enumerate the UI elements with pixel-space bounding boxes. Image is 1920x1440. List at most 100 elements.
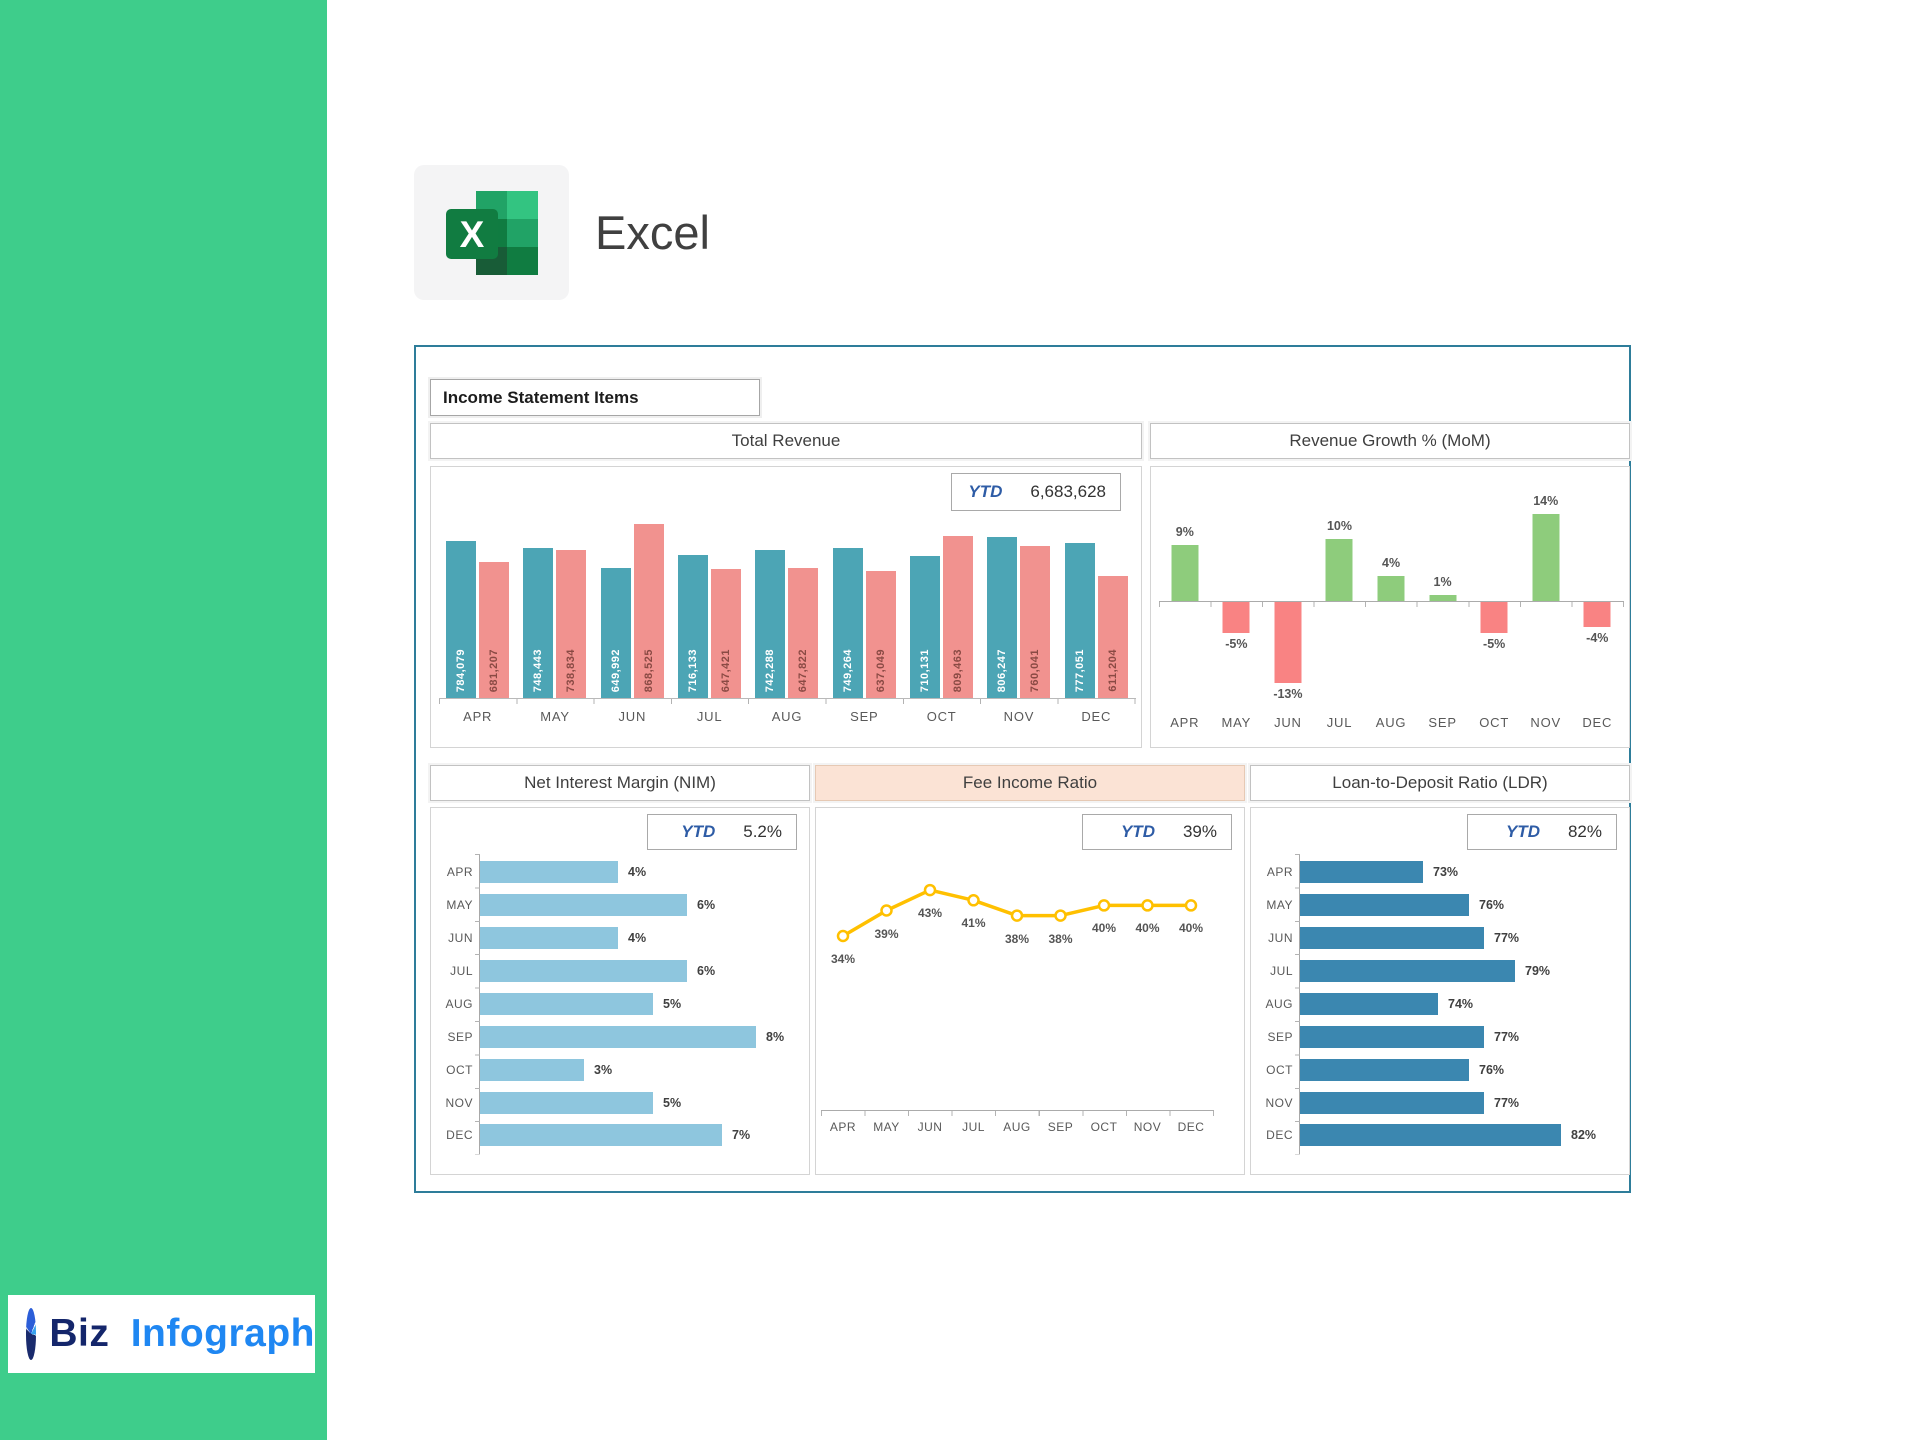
- hbar[interactable]: [1300, 1058, 1469, 1081]
- line-point[interactable]: [880, 904, 893, 917]
- point-value-label: 34%: [830, 952, 856, 966]
- hbar[interactable]: [480, 861, 618, 884]
- growth-bar[interactable]: [1171, 545, 1199, 601]
- line-point[interactable]: [967, 894, 980, 907]
- growth-bar[interactable]: [1532, 514, 1560, 601]
- revenue-bar[interactable]: 647,421: [711, 569, 742, 698]
- hbar[interactable]: [480, 1124, 722, 1147]
- hbar[interactable]: [480, 1058, 584, 1081]
- ytd-value: 6,683,628: [1030, 482, 1106, 501]
- line-point[interactable]: [1141, 899, 1154, 912]
- revenue-bar[interactable]: 681,207: [479, 562, 510, 698]
- revenue-bar[interactable]: 649,992: [600, 568, 631, 698]
- revenue-bar-group: 649,992 868,525: [594, 467, 671, 698]
- line-point[interactable]: [1054, 909, 1067, 922]
- month-label: MAY: [1266, 898, 1293, 913]
- month-label: JUN: [1268, 931, 1293, 946]
- bar-value-label: -5%: [1225, 637, 1248, 651]
- header-revenue-growth[interactable]: Revenue Growth % (MoM): [1150, 423, 1630, 459]
- hbar[interactable]: [480, 992, 653, 1015]
- header-nim[interactable]: Net Interest Margin (NIM): [430, 765, 810, 801]
- revenue-bar[interactable]: 710,131: [910, 556, 941, 698]
- chart-total-revenue[interactable]: YTD 6,683,628 784,079 681,207 748,443 738,8…: [430, 466, 1142, 748]
- month-label: MAY: [1221, 715, 1252, 730]
- chart-ldr[interactable]: YTD 82% APR 73% MAY 76% JUN 77% JUL 79% AUG 74% SE…: [1250, 807, 1630, 1175]
- growth-bar[interactable]: [1480, 602, 1508, 633]
- hbar[interactable]: [1300, 894, 1469, 917]
- excel-icon: X: [445, 190, 538, 275]
- revenue-bar[interactable]: 637,049: [865, 571, 896, 698]
- month-label: NOV: [1265, 1095, 1293, 1110]
- hbar[interactable]: [480, 960, 687, 983]
- revenue-bar[interactable]: 784,079: [446, 541, 477, 698]
- chart-nim[interactable]: YTD 5.2% APR 4% MAY 6% JUN 4% JUL 6% AUG 5% SEP 8% O…: [430, 807, 810, 1175]
- growth-column: 1%: [1417, 467, 1469, 749]
- bar-value-label: 4%: [1381, 556, 1401, 570]
- revenue-bar-group: 784,079 681,207: [439, 467, 516, 698]
- revenue-bar[interactable]: 716,133: [678, 555, 709, 698]
- bar-value-label: 6%: [697, 964, 716, 979]
- revenue-bar[interactable]: 806,247: [987, 537, 1018, 698]
- chart-revenue-growth[interactable]: 9% -5% -13% 10% 4% 1% -5% 14% -4% APR MAY JUN JUL AU…: [1150, 466, 1630, 748]
- dashboard: Income Statement Items Total Revenue Rev…: [414, 345, 1631, 1193]
- bar-value-label: 77%: [1494, 1029, 1520, 1044]
- month-label: JUL: [962, 1120, 985, 1134]
- hbar[interactable]: [1300, 1091, 1484, 1114]
- revenue-bar[interactable]: 760,041: [1020, 546, 1051, 698]
- month-label: SEP: [850, 709, 879, 724]
- hbar[interactable]: [1300, 960, 1515, 983]
- ldr-rows: APR 73% MAY 76% JUN 77% JUL 79% AUG 74% SEP 77% OCT 7…: [1251, 856, 1623, 1152]
- growth-bar[interactable]: [1274, 602, 1302, 683]
- bar-value-label: -13%: [1273, 687, 1303, 701]
- hbar[interactable]: [1300, 1124, 1561, 1147]
- hbar[interactable]: [1300, 861, 1423, 884]
- month-label: NOV: [1530, 715, 1561, 730]
- header-ldr[interactable]: Loan-to-Deposit Ratio (LDR): [1250, 765, 1630, 801]
- bar-value-label: 1%: [1433, 575, 1452, 589]
- bar-value-label: 8%: [766, 1029, 785, 1044]
- header-fee-income-ratio[interactable]: Fee Income Ratio: [815, 765, 1245, 801]
- month-label: APR: [1170, 715, 1200, 730]
- point-value-label: 41%: [961, 916, 986, 931]
- line-point[interactable]: [1097, 899, 1111, 912]
- revenue-bar[interactable]: 777,051: [1064, 543, 1095, 698]
- hbar[interactable]: [1300, 1025, 1484, 1048]
- revenue-bar[interactable]: 748,443: [523, 548, 554, 698]
- hbar-row: SEP 77%: [1251, 1025, 1623, 1049]
- sidebar-green-band: [0, 0, 327, 1440]
- month-label: AUG: [445, 996, 473, 1011]
- fee-axis: [821, 1110, 1214, 1111]
- hbar-row: JUN 77%: [1251, 926, 1623, 950]
- hbar[interactable]: [480, 1025, 756, 1048]
- hbar[interactable]: [480, 927, 618, 950]
- revenue-bar[interactable]: 868,525: [633, 524, 664, 698]
- growth-bar[interactable]: [1429, 595, 1457, 601]
- line-point[interactable]: [923, 883, 937, 897]
- revenue-bar[interactable]: 742,288: [755, 550, 786, 698]
- line-point[interactable]: [1184, 899, 1198, 912]
- revenue-bar[interactable]: 611,204: [1097, 576, 1128, 698]
- line-point[interactable]: [836, 929, 850, 943]
- growth-bar[interactable]: [1325, 539, 1353, 601]
- growth-bar[interactable]: [1377, 576, 1405, 601]
- nim-axis-ticks: [475, 854, 480, 1155]
- chart-fee-income-ratio[interactable]: YTD 39% 34% 39% 43% 41% 38% 38% 40% 40% 40% APR M…: [815, 807, 1245, 1175]
- revenue-bar[interactable]: 647,822: [788, 568, 819, 698]
- line-point[interactable]: [1010, 909, 1024, 922]
- revenue-bar[interactable]: 738,834: [556, 550, 587, 698]
- month-label: APR: [446, 865, 473, 880]
- hbar[interactable]: [1300, 927, 1484, 950]
- revenue-bar[interactable]: 749,264: [832, 548, 863, 698]
- header-total-revenue[interactable]: Total Revenue: [430, 423, 1142, 459]
- revenue-axis: [439, 698, 1136, 699]
- growth-bar[interactable]: [1222, 602, 1250, 633]
- svg-text:X: X: [459, 214, 484, 255]
- ytd-label: YTD: [681, 822, 716, 841]
- hbar[interactable]: [1300, 992, 1438, 1015]
- growth-column: -5%: [1211, 467, 1263, 749]
- hbar[interactable]: [480, 894, 687, 917]
- bar-value-label: 10%: [1326, 519, 1352, 533]
- bar-value-label: 611,204: [1106, 649, 1119, 692]
- revenue-bar[interactable]: 809,463: [943, 536, 974, 698]
- hbar[interactable]: [480, 1091, 653, 1114]
